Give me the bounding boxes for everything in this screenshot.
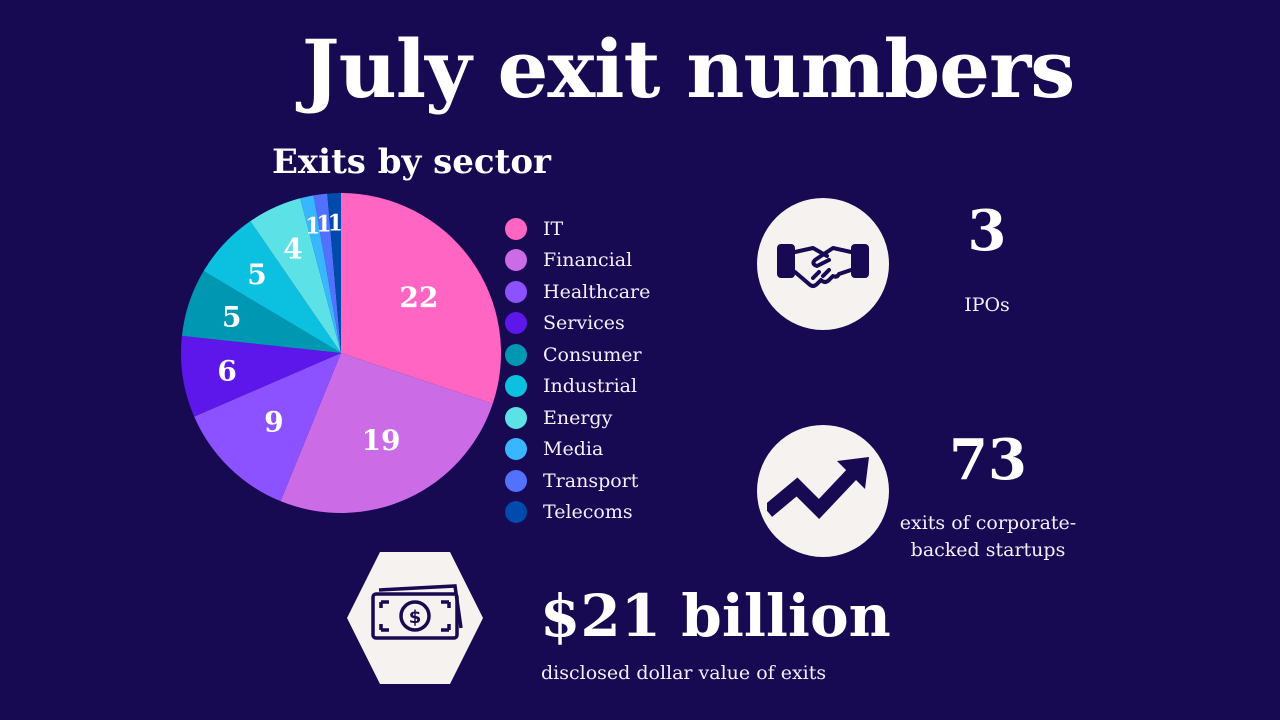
corporate-label-line2: backed startups	[910, 539, 1066, 561]
legend-label: Healthcare	[543, 280, 651, 303]
legend-label: Services	[543, 312, 625, 335]
legend-swatch	[505, 438, 527, 461]
legend-swatch	[505, 406, 527, 429]
pie-label-energy: 4	[283, 232, 302, 265]
legend-item-consumer: Consumer	[505, 339, 650, 371]
legend-item-industrial: Industrial	[505, 371, 650, 403]
pie-slice-healthcare	[194, 353, 341, 502]
pie-slice-services	[180, 335, 341, 417]
pie-label-industrial: 5	[247, 258, 266, 291]
banknote-hexagon: $	[347, 552, 483, 684]
pie-label-healthcare: 9	[264, 406, 283, 439]
pie-slice-industrial	[203, 221, 341, 353]
legend-item-energy: Energy	[505, 402, 650, 434]
legend-label: Media	[543, 438, 604, 461]
legend-item-financial: Financial	[505, 245, 650, 277]
corporate-exit-count: 73	[949, 427, 1027, 493]
corporate-label-line1: exits of corporate-	[899, 512, 1077, 534]
pie-slice-consumer	[181, 271, 341, 353]
legend-item-telecoms: Telecoms	[505, 497, 650, 529]
legend-swatch	[505, 501, 527, 524]
ipo-icon-circle	[757, 198, 889, 330]
legend-item-healthcare: Healthcare	[505, 276, 650, 308]
legend-swatch	[505, 469, 527, 492]
pie-slice-media	[300, 195, 341, 353]
pie-slice-financial	[280, 353, 493, 513]
legend-swatch	[505, 280, 527, 303]
pie-label-financial: 19	[362, 424, 401, 457]
pie-label-consumer: 5	[222, 300, 241, 333]
pie-slice-telecoms	[327, 193, 341, 353]
pie-label-services: 6	[217, 354, 236, 387]
chart-title: Exits by sector	[272, 142, 551, 182]
pie-slice-energy	[250, 198, 341, 353]
pie-label-transport: 1	[316, 211, 331, 237]
legend-swatch	[505, 249, 527, 272]
trend-up-arrow-icon	[767, 457, 869, 520]
legend-swatch	[505, 375, 527, 398]
corporate-icon-circle	[757, 425, 889, 557]
legend-item-it: IT	[505, 213, 650, 245]
banknote-icon	[371, 584, 463, 640]
handshake-icon	[777, 244, 869, 288]
chart-legend: IT Financial Healthcare Services Consumer Ind…	[505, 213, 650, 528]
legend-swatch	[505, 343, 527, 366]
ipo-label: IPOs	[964, 294, 1010, 316]
pie-slice-transport	[313, 193, 341, 353]
dollar-value-label: disclosed dollar value of exits	[541, 662, 827, 684]
legend-label: Transport	[543, 469, 639, 492]
pie-label-telecoms: 1	[328, 210, 343, 236]
dollar-value: $21 billion	[540, 582, 891, 650]
pie-label-it: 22	[399, 281, 438, 314]
legend-label: Telecoms	[543, 501, 633, 524]
pie-label-media: 1	[305, 213, 320, 239]
legend-swatch	[505, 217, 527, 240]
legend-label: IT	[543, 217, 564, 240]
legend-label: Industrial	[543, 375, 638, 398]
legend-item-media: Media	[505, 434, 650, 466]
legend-label: Consumer	[543, 343, 642, 366]
legend-item-services: Services	[505, 308, 650, 340]
ipo-count: 3	[967, 198, 1007, 264]
page-title: July exit numbers	[301, 22, 1076, 116]
legend-label: Financial	[543, 249, 633, 272]
legend-swatch	[505, 312, 527, 335]
legend-label: Energy	[543, 406, 613, 429]
svg-text:$: $	[409, 607, 422, 628]
legend-item-transport: Transport	[505, 465, 650, 497]
pie-slice-it	[341, 193, 501, 404]
